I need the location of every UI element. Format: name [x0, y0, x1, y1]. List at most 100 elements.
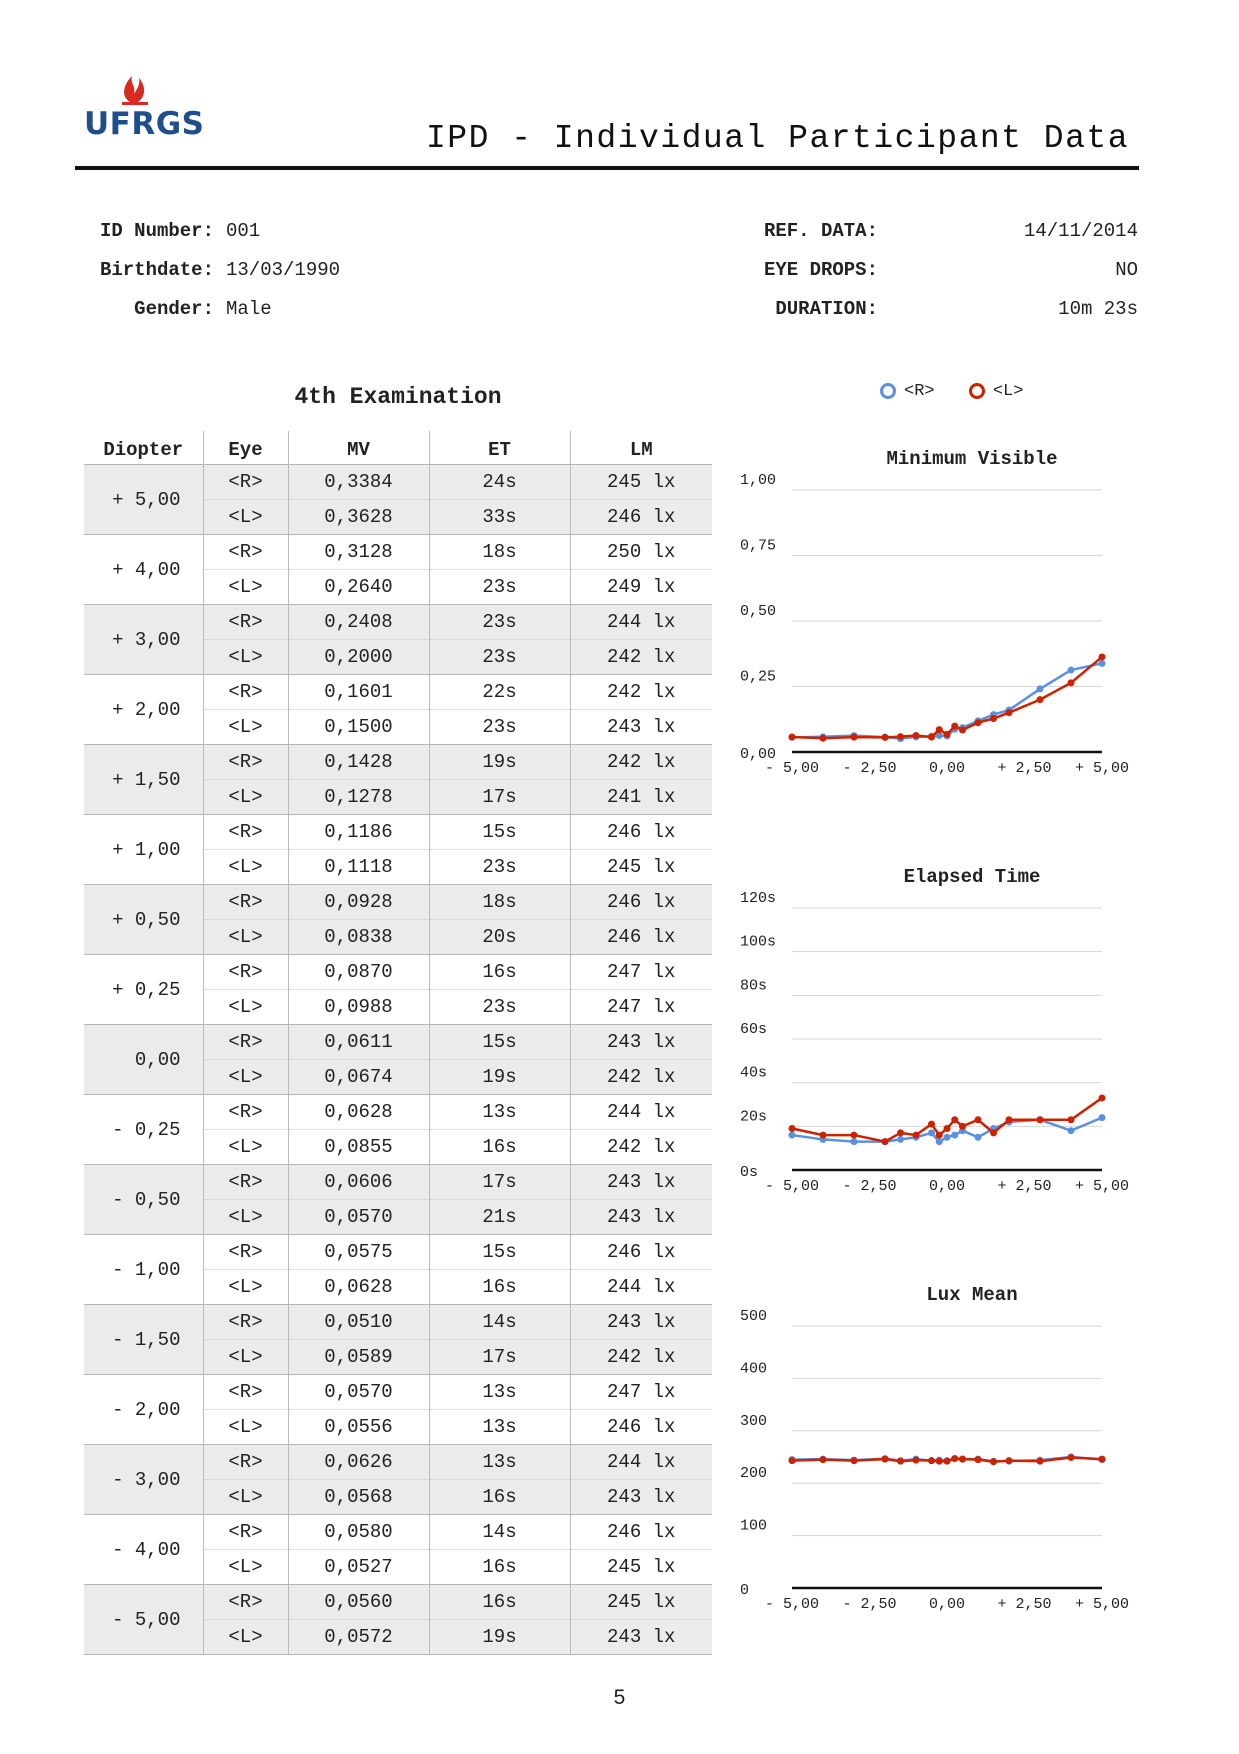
exam-title: 4th Examination: [294, 384, 502, 410]
data-point: [881, 1455, 889, 1463]
mv-cell: 0,0527: [287, 1549, 429, 1585]
data-point: [974, 1133, 982, 1141]
info-value: 14/11/2014: [1023, 220, 1138, 242]
et-cell: 21s: [428, 1199, 570, 1235]
eye-cell: <L>: [202, 569, 288, 605]
eye-cell: <R>: [202, 1584, 288, 1620]
mv-cell: 0,1601: [287, 674, 429, 710]
et-cell: 23s: [428, 989, 570, 1025]
mv-cell: 0,3128: [287, 534, 429, 570]
data-point: [974, 1116, 982, 1124]
x-tick-label: - 5,00: [765, 1178, 819, 1195]
table-row: <L> 0,2000 23s 242 lx: [84, 639, 712, 675]
column-header-et: ET: [428, 431, 570, 465]
eye-cell: <L>: [202, 1409, 288, 1445]
data-point: [1098, 653, 1106, 661]
table-row: + 2,00 <R> 0,1601 22s 242 lx: [84, 674, 712, 745]
table-row: <L> 0,3628 33s 246 lx: [84, 499, 712, 535]
lm-cell: 246 lx: [569, 919, 712, 955]
chart-elapsed-time: Elapsed Time 0s 20s 40s 60s 80s 100s 120s - 5,0…: [740, 866, 1160, 1236]
eye-cell: <L>: [202, 1269, 288, 1305]
et-cell: 23s: [428, 604, 570, 640]
data-point: [850, 1457, 858, 1465]
data-point: [943, 1457, 951, 1465]
eye-cell: <L>: [202, 499, 288, 535]
data-point: [943, 1125, 951, 1133]
et-cell: 24s: [428, 464, 570, 500]
data-point: [928, 1129, 935, 1137]
eye-cell: <R>: [202, 1164, 288, 1200]
diopter-cell: + 4,00: [84, 534, 203, 605]
eye-cell: <L>: [202, 1619, 288, 1655]
header-divider: [75, 166, 1139, 170]
chart-title: Elapsed Time: [903, 866, 1041, 888]
chart-minimum-visible: Minimum Visible 0,00 0,25 0,50 0,75 1,00 - 5,…: [740, 448, 1160, 818]
data-point: [850, 1131, 858, 1139]
mv-cell: 0,0568: [287, 1479, 429, 1515]
mv-cell: 0,3384: [287, 464, 429, 500]
chart-legend: <R> <L>: [880, 382, 1047, 401]
data-point: [788, 733, 796, 741]
y-tick-label: 40s: [740, 1065, 767, 1082]
et-cell: 14s: [428, 1304, 570, 1340]
et-cell: 16s: [428, 1479, 570, 1515]
diopter-cell: + 3,00: [84, 604, 203, 675]
lm-cell: 245 lx: [569, 1549, 712, 1585]
et-cell: 16s: [428, 1549, 570, 1585]
info-birthdate: Birthdate: 13/03/1990: [84, 259, 340, 281]
data-point: [897, 733, 904, 741]
exam-table-body: + 5,00 <R> 0,3384 24s 245 lx <L> 0,3628 33s 246 …: [84, 464, 712, 1655]
et-cell: 17s: [428, 779, 570, 815]
table-row: + 1,50 <R> 0,1428 19s 242 lx: [84, 744, 712, 815]
table-row: <L> 0,0855 16s 242 lx: [84, 1129, 712, 1165]
ufrgs-logo: UFRGS: [84, 72, 214, 142]
info-value: NO: [1115, 259, 1138, 281]
data-point: [928, 733, 935, 741]
data-point: [928, 1120, 935, 1128]
mv-cell: 0,2408: [287, 604, 429, 640]
data-point: [990, 1129, 997, 1137]
y-tick-label: 0: [740, 1582, 749, 1599]
data-point: [1005, 1116, 1013, 1124]
eye-cell: <L>: [202, 919, 288, 955]
eye-cell: <R>: [202, 1514, 288, 1550]
series-line-right-eye: [791, 662, 1103, 740]
y-tick-label: 80s: [740, 977, 767, 994]
table-row: + 0,25 <R> 0,0870 16s 247 lx: [84, 954, 712, 1025]
info-duration: DURATION: 10m 23s: [728, 298, 1138, 320]
data-point: [928, 1457, 935, 1465]
logo-text: UFRGS: [84, 106, 205, 142]
table-row: <L> 0,0568 16s 243 lx: [84, 1479, 712, 1515]
info-label: REF. DATA:: [763, 220, 878, 242]
et-cell: 15s: [428, 1024, 570, 1060]
info-label: EYE DROPS:: [763, 259, 878, 281]
data-point: [990, 1458, 997, 1466]
chart-title: Lux Mean: [926, 1284, 1018, 1306]
lm-cell: 246 lx: [569, 884, 712, 920]
data-point: [881, 733, 889, 741]
mv-cell: 0,0575: [287, 1234, 429, 1270]
eye-cell: <R>: [202, 674, 288, 710]
eye-cell: <R>: [202, 1374, 288, 1410]
data-point: [1098, 1094, 1106, 1102]
et-cell: 33s: [428, 499, 570, 535]
eye-cell: <L>: [202, 1129, 288, 1165]
mv-cell: 0,0674: [287, 1059, 429, 1095]
diopter-cell: - 1,00: [84, 1234, 203, 1305]
lm-cell: 242 lx: [569, 1339, 712, 1375]
info-label: DURATION:: [775, 298, 878, 320]
data-point: [990, 715, 997, 723]
diopter-cell: 0,00: [84, 1024, 203, 1095]
data-point: [951, 1455, 959, 1463]
diopter-cell: - 1,50: [84, 1304, 203, 1375]
lm-cell: 244 lx: [569, 1444, 712, 1480]
x-tick-label: + 2,50: [997, 1596, 1051, 1613]
data-point: [951, 1131, 959, 1139]
data-point: [788, 1131, 796, 1139]
data-point: [819, 1456, 827, 1464]
eye-cell: <L>: [202, 1059, 288, 1095]
x-tick-label: - 5,00: [765, 760, 819, 777]
lm-cell: 249 lx: [569, 569, 712, 605]
y-tick-label: 60s: [740, 1021, 767, 1038]
chart-svg: 0s 20s 40s 60s 80s 100s 120s - 5,00 - 2,50 0,00 + …: [740, 890, 1129, 1195]
